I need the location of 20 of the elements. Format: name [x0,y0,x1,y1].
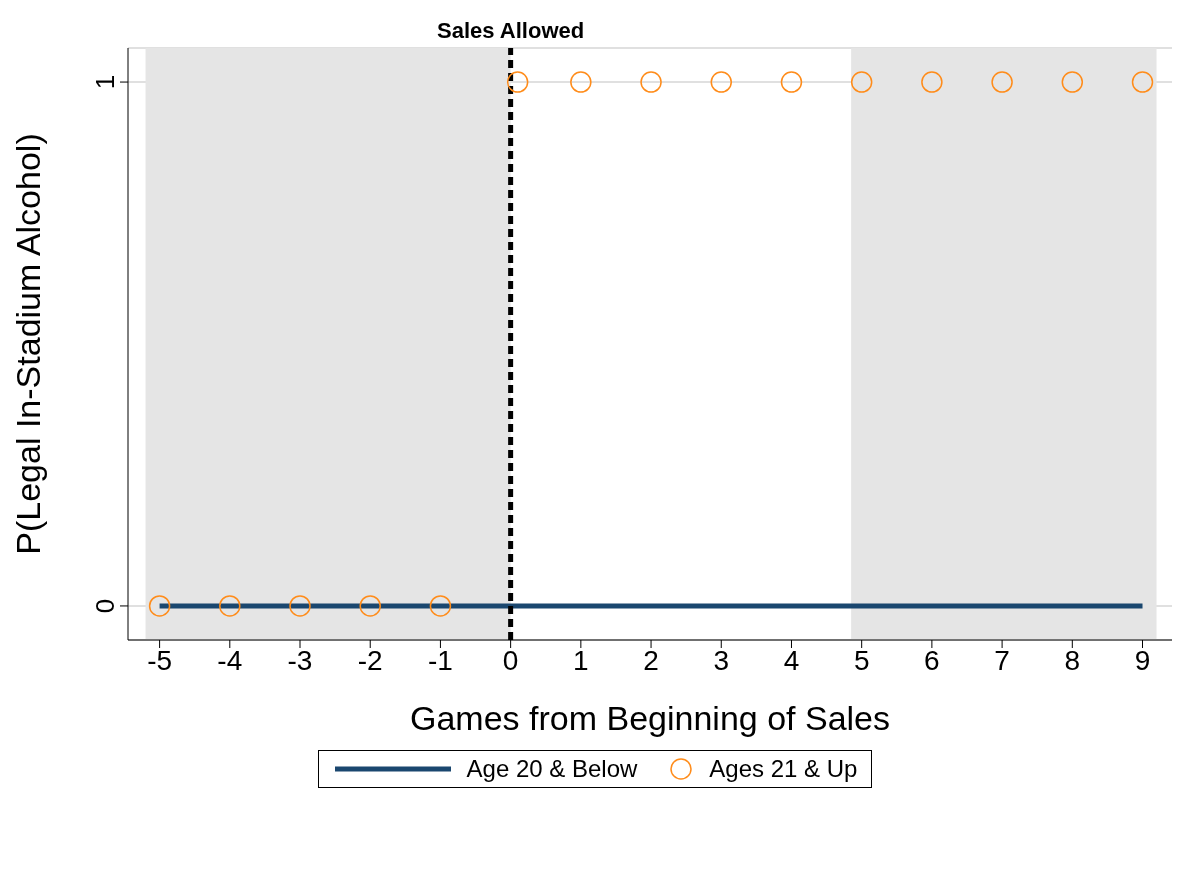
x-tick-label: 2 [643,644,659,676]
x-tick-label: 3 [713,644,730,676]
x-tick-label: 7 [994,644,1010,676]
legend-label: Age 20 & Below [466,755,638,783]
x-tick-label: 1 [573,644,589,676]
x-tick-label: 9 [1134,644,1151,676]
legend-label: Ages 21 & Up [709,755,858,783]
x-tick-label: 6 [924,644,940,676]
x-tick-label: -2 [357,644,383,676]
x-axis-title: Games from Beginning of Sales [409,699,891,737]
x-tick-label: -3 [287,644,313,676]
ref-line-label: Sales Allowed [437,18,585,43]
x-tick-label: -4 [217,644,243,676]
x-tick-label: 5 [853,644,870,676]
x-tick-label: -5 [147,644,173,676]
y-axis-title: P(Legal In-Stadium Alcohol) [9,133,48,555]
x-tick-label: 4 [783,644,800,676]
x-tick-label: 8 [1064,644,1081,676]
x-tick-label: -1 [427,644,453,676]
x-tick-label: 0 [502,644,519,676]
